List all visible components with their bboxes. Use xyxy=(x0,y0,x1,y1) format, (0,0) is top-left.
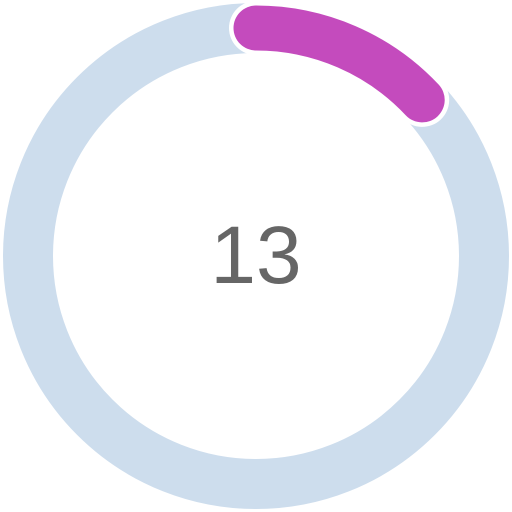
progress-arc xyxy=(233,5,445,123)
